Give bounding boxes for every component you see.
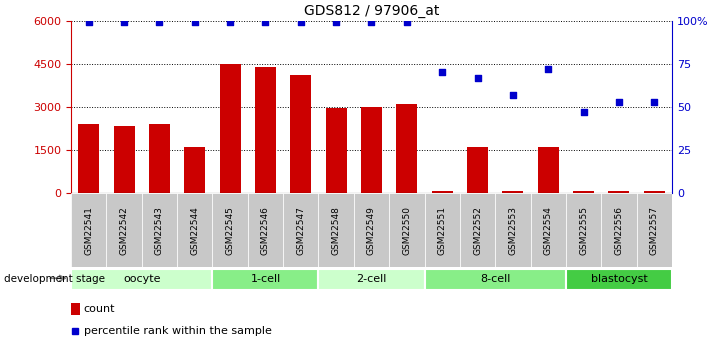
Point <box>507 92 518 98</box>
Text: GSM22548: GSM22548 <box>331 206 341 255</box>
Point <box>225 20 236 25</box>
Bar <box>220 64 241 193</box>
Bar <box>255 67 276 193</box>
Bar <box>184 147 205 193</box>
Bar <box>424 268 566 290</box>
Point <box>401 20 412 25</box>
Point <box>295 20 306 25</box>
Text: development stage: development stage <box>4 275 105 284</box>
Text: GSM22549: GSM22549 <box>367 206 376 255</box>
Bar <box>354 193 389 267</box>
Bar <box>319 268 424 290</box>
Bar <box>107 193 141 267</box>
Bar <box>530 193 566 267</box>
Point <box>119 20 130 25</box>
Bar <box>467 147 488 193</box>
Text: 2-cell: 2-cell <box>356 275 387 284</box>
Bar <box>149 124 170 193</box>
Bar <box>495 193 530 267</box>
Text: 8-cell: 8-cell <box>480 275 510 284</box>
Bar <box>71 193 107 267</box>
Bar <box>78 124 100 193</box>
Bar <box>290 75 311 193</box>
Bar <box>538 147 559 193</box>
Point <box>189 20 201 25</box>
Point <box>472 75 483 80</box>
Bar <box>460 193 495 267</box>
Text: GSM22541: GSM22541 <box>85 206 93 255</box>
Text: blastocyst: blastocyst <box>591 275 647 284</box>
Bar <box>283 193 319 267</box>
Point <box>648 99 660 105</box>
Bar <box>636 193 672 267</box>
Text: GSM22551: GSM22551 <box>438 206 447 255</box>
Bar <box>177 193 213 267</box>
Bar <box>602 193 636 267</box>
Bar <box>319 193 354 267</box>
Point <box>365 20 377 25</box>
Bar <box>213 268 319 290</box>
Bar <box>114 126 134 193</box>
Bar <box>432 191 453 193</box>
Point <box>437 70 448 75</box>
Bar <box>424 193 460 267</box>
Text: GSM22546: GSM22546 <box>261 206 270 255</box>
Text: oocyte: oocyte <box>123 275 161 284</box>
Bar <box>573 191 594 193</box>
Bar <box>389 193 424 267</box>
Bar <box>566 268 672 290</box>
Bar <box>326 108 347 193</box>
Bar <box>361 107 382 193</box>
Point <box>578 109 589 115</box>
Bar <box>609 191 629 193</box>
Point <box>542 66 554 72</box>
Bar <box>141 193 177 267</box>
Bar <box>248 193 283 267</box>
Text: GSM22547: GSM22547 <box>296 206 305 255</box>
Bar <box>643 191 665 193</box>
Point <box>83 20 95 25</box>
Text: GSM22553: GSM22553 <box>508 206 518 255</box>
Text: GSM22545: GSM22545 <box>225 206 235 255</box>
Point <box>260 20 271 25</box>
Bar <box>396 104 417 193</box>
Title: GDS812 / 97906_at: GDS812 / 97906_at <box>304 4 439 18</box>
Bar <box>566 193 602 267</box>
Text: GSM22554: GSM22554 <box>544 206 552 255</box>
Point <box>613 99 624 105</box>
Text: GSM22543: GSM22543 <box>155 206 164 255</box>
Bar <box>71 303 80 315</box>
Point <box>331 20 342 25</box>
Text: percentile rank within the sample: percentile rank within the sample <box>84 326 272 336</box>
Text: GSM22555: GSM22555 <box>579 206 588 255</box>
Text: 1-cell: 1-cell <box>250 275 281 284</box>
Text: count: count <box>84 304 115 314</box>
Text: GSM22542: GSM22542 <box>119 206 129 255</box>
Text: GSM22544: GSM22544 <box>191 206 199 255</box>
Bar <box>213 193 248 267</box>
Text: GSM22550: GSM22550 <box>402 206 412 255</box>
Text: GSM22556: GSM22556 <box>614 206 624 255</box>
Bar <box>71 268 213 290</box>
Point <box>154 20 165 25</box>
Text: GSM22552: GSM22552 <box>473 206 482 255</box>
Bar <box>502 191 523 193</box>
Text: GSM22557: GSM22557 <box>650 206 658 255</box>
